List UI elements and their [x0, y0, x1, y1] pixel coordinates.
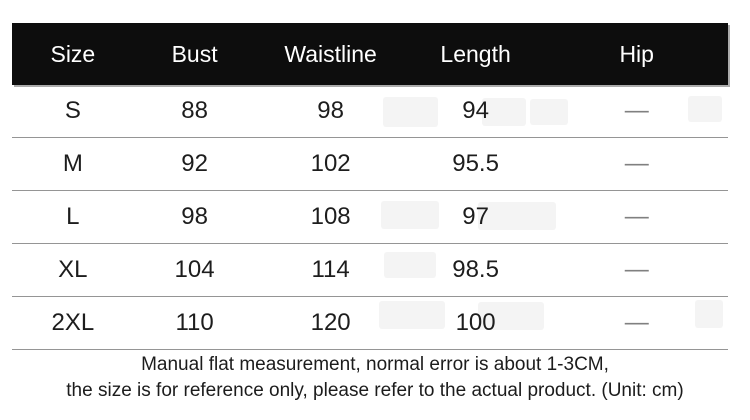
cell-bust: 104: [174, 256, 215, 283]
cell-length: 95.5: [452, 150, 499, 177]
cell-waistline: 114: [311, 256, 350, 283]
table-row-xl: XL 104 114 98.5 —: [12, 244, 728, 297]
cell-bust: 98: [181, 203, 208, 230]
watermark-artifact: [478, 202, 556, 230]
table-header-row: Size Bust Waistline Length Hip: [12, 23, 728, 85]
cell-waistline: 108: [310, 203, 351, 230]
cell-hip-dash: —: [624, 256, 649, 283]
header-cell-bust: Bust: [171, 40, 218, 67]
measurement-disclaimer: Manual flat measurement, normal error is…: [0, 352, 750, 404]
table-row-s: S 88 98 94 —: [12, 85, 728, 138]
disclaimer-line-2: the size is for reference only, please r…: [66, 380, 684, 401]
cell-size: XL: [58, 256, 88, 283]
cell-hip-dash: —: [624, 150, 649, 177]
cell-hip-dash: —: [624, 203, 649, 230]
table-row-2xl: 2XL 110 120 100 —: [12, 297, 728, 350]
watermark-artifact: [384, 252, 436, 278]
cell-bust: 88: [181, 97, 208, 124]
cell-length: 94: [462, 97, 489, 124]
cell-waistline: 102: [310, 150, 351, 177]
cell-length: 100: [455, 309, 496, 336]
cell-bust: 92: [181, 150, 208, 177]
table-row-l: L 98 108 97 —: [12, 191, 728, 244]
watermark-artifact: [695, 300, 723, 328]
watermark-artifact: [381, 201, 439, 229]
cell-waistline: 98: [317, 97, 344, 124]
watermark-artifact: [379, 301, 445, 329]
cell-bust: 110: [175, 309, 214, 336]
watermark-artifact: [478, 302, 544, 330]
cell-hip-dash: —: [624, 309, 649, 336]
cell-size: L: [66, 203, 80, 230]
table-row-m: M 92 102 95.5 —: [12, 138, 728, 191]
cell-waistline: 120: [310, 309, 351, 336]
cell-size: S: [64, 97, 81, 124]
header-cell-waistline: Waistline: [284, 40, 377, 67]
watermark-artifact: [383, 97, 438, 127]
header-cell-size: Size: [50, 40, 96, 67]
size-chart-table: Size Bust Waistline Length Hip S 88 98 9…: [12, 23, 728, 350]
cell-length: 97: [462, 203, 489, 230]
header-cell-length: Length: [440, 40, 511, 67]
cell-size: M: [62, 150, 83, 177]
watermark-artifact: [688, 96, 722, 122]
cell-length: 98.5: [452, 256, 499, 283]
watermark-artifact: [530, 99, 568, 125]
disclaimer-line-1: Manual flat measurement, normal error is…: [141, 354, 609, 375]
header-cell-hip: Hip: [619, 40, 654, 67]
watermark-artifact: [482, 98, 526, 126]
cell-hip-dash: —: [624, 97, 649, 124]
cell-size: 2XL: [51, 309, 95, 336]
